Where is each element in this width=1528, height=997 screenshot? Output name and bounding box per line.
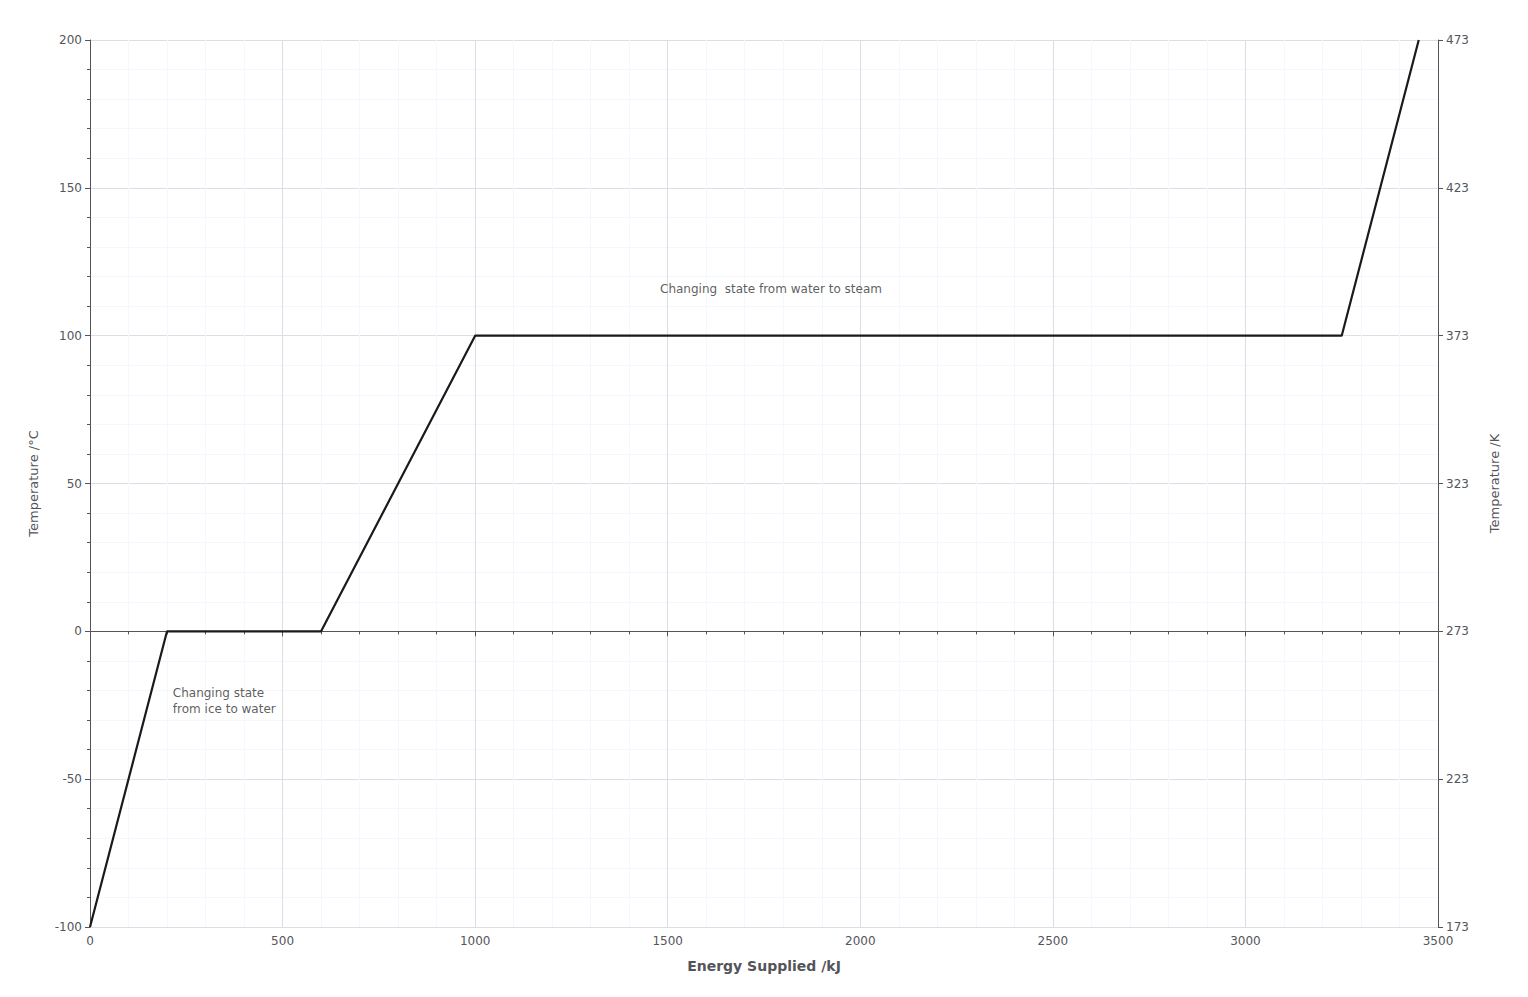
svg-text:Changing state from water to: Changing state from water to steam — [660, 282, 882, 296]
svg-text:0: 0 — [86, 934, 94, 948]
svg-text:50: 50 — [67, 477, 82, 491]
svg-text:3500: 3500 — [1423, 934, 1454, 948]
svg-text:-50: -50 — [62, 772, 82, 786]
svg-text:0: 0 — [74, 624, 82, 638]
svg-text:473: 473 — [1446, 33, 1469, 47]
svg-text:223: 223 — [1446, 772, 1469, 786]
svg-text:273: 273 — [1446, 624, 1469, 638]
svg-text:2500: 2500 — [1038, 934, 1069, 948]
svg-text:from ice to water: from ice to water — [173, 702, 276, 716]
svg-text:323: 323 — [1446, 477, 1469, 491]
svg-text:150: 150 — [59, 181, 82, 195]
svg-text:1000: 1000 — [460, 934, 491, 948]
svg-text:Temperature /K: Temperature /K — [1487, 433, 1502, 534]
svg-text:100: 100 — [59, 329, 82, 343]
svg-text:1500: 1500 — [652, 934, 683, 948]
svg-text:Changing state: Changing state — [173, 686, 264, 700]
svg-text:373: 373 — [1446, 329, 1469, 343]
svg-text:-100: -100 — [55, 920, 82, 934]
svg-text:3000: 3000 — [1230, 934, 1261, 948]
svg-text:173: 173 — [1446, 920, 1469, 934]
svg-text:423: 423 — [1446, 181, 1469, 195]
svg-text:Energy Supplied /kJ: Energy Supplied /kJ — [687, 958, 841, 974]
svg-text:200: 200 — [59, 33, 82, 47]
svg-text:2000: 2000 — [845, 934, 876, 948]
svg-text:500: 500 — [271, 934, 294, 948]
svg-text:Temperature /°C: Temperature /°C — [26, 430, 41, 537]
